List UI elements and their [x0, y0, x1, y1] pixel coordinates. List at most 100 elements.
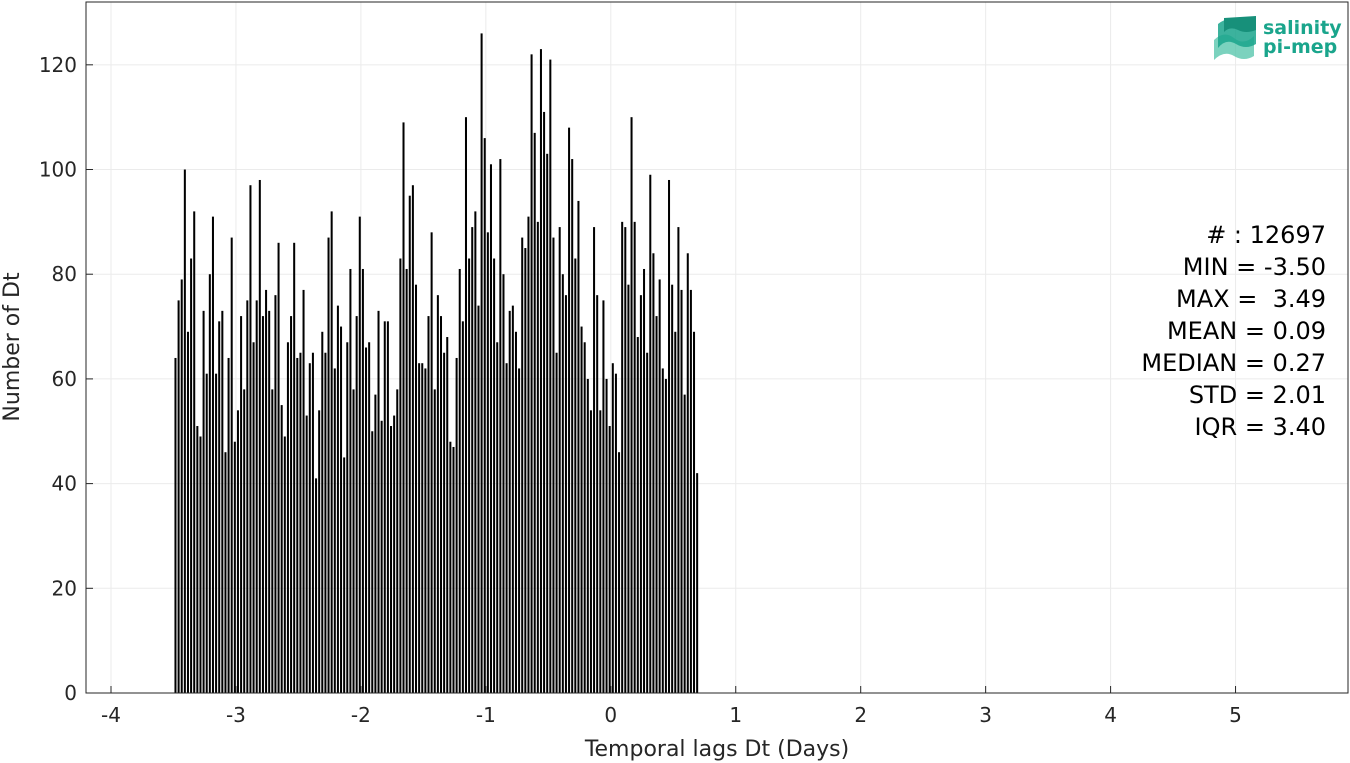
histogram-bar — [265, 289, 268, 693]
histogram-bar — [230, 237, 233, 693]
axes — [85, 1, 1349, 694]
histogram-bar — [290, 316, 293, 693]
x-tick-label: -3 — [226, 703, 246, 727]
x-tick-label: -1 — [476, 703, 496, 727]
histogram-bar — [674, 331, 677, 693]
histogram-bar — [190, 258, 193, 693]
histogram-bar — [377, 310, 380, 693]
histogram-bar — [599, 410, 602, 693]
histogram-bar — [302, 289, 305, 693]
histogram-bar — [508, 310, 511, 693]
histogram-bar — [336, 305, 339, 693]
histogram-bar — [649, 174, 652, 693]
histogram-bar — [658, 279, 661, 693]
histogram-bar — [546, 153, 549, 693]
histogram-bar — [621, 221, 624, 693]
histogram-bar — [483, 138, 486, 693]
histogram-bar — [418, 363, 421, 693]
histogram-bar — [652, 253, 655, 694]
histogram-bar — [380, 420, 383, 693]
histogram-bar — [218, 321, 221, 693]
y-tick-label: 120 — [39, 53, 77, 77]
histogram-bar — [340, 326, 343, 693]
histogram-bar — [196, 426, 199, 693]
histogram-bar — [639, 295, 642, 693]
histogram-bar — [455, 357, 458, 693]
histogram-bar — [464, 117, 467, 693]
histogram-bar — [643, 268, 646, 693]
histogram-bar — [315, 478, 318, 693]
y-tick-label: 40 — [52, 472, 77, 496]
histogram-bar — [561, 274, 564, 693]
histogram-bar — [321, 331, 324, 693]
histogram-bar — [655, 316, 658, 693]
y-tick-labels: 0 20 40 60 80 100 120 — [39, 53, 77, 705]
histogram-bar — [627, 284, 630, 693]
stat-min: MIN = -3.50 — [1183, 253, 1326, 281]
histogram-bar — [452, 446, 455, 693]
histogram-bar — [489, 164, 492, 694]
stat-median: MEDIAN = 0.27 — [1141, 349, 1326, 377]
histogram-bar — [293, 242, 296, 693]
histogram-bar — [274, 295, 277, 693]
histogram-bar — [202, 310, 205, 693]
histogram-bar — [564, 295, 567, 693]
histogram-bar — [393, 415, 396, 693]
histogram-bar — [661, 368, 664, 693]
histogram-bar — [605, 378, 608, 693]
histogram-bar — [668, 179, 671, 693]
histogram-bar — [524, 248, 527, 693]
histogram-bar — [436, 295, 439, 693]
x-axis-label: Temporal lags Dt (Days) — [584, 737, 849, 762]
histogram-bar — [414, 284, 418, 693]
x-tick-label: 0 — [604, 703, 617, 727]
x-tick-label: 5 — [1229, 703, 1242, 727]
histogram-bar — [333, 368, 336, 693]
logo-line2: pi-mep — [1263, 36, 1337, 58]
histogram-bar — [346, 342, 349, 693]
histogram-bar — [552, 237, 555, 693]
histogram-bar — [236, 410, 239, 693]
histogram-bar — [433, 389, 436, 693]
histogram-bar — [383, 321, 386, 693]
stat-max: MAX = 3.49 — [1176, 285, 1326, 313]
histogram-bar — [568, 127, 571, 694]
histogram-bar — [593, 227, 596, 693]
histogram-bar — [374, 394, 377, 693]
histogram-bar — [539, 49, 542, 693]
histogram-bar — [530, 54, 533, 693]
histogram-bar — [318, 410, 321, 693]
histogram-bar — [477, 305, 480, 693]
plot-frame — [85, 1, 1349, 694]
histogram-bar — [499, 159, 502, 693]
histogram-bar — [633, 221, 636, 693]
histogram-bar — [608, 426, 611, 693]
histogram-bar — [611, 363, 614, 693]
histogram-bar — [683, 394, 686, 693]
histogram-bar — [693, 331, 696, 693]
histogram-bar — [558, 227, 561, 693]
histogram-bar — [261, 316, 264, 693]
histogram-bar — [689, 289, 692, 693]
histogram-bar — [183, 169, 186, 694]
histogram-bar — [580, 326, 583, 693]
histogram-bar — [308, 363, 311, 693]
logo-line1: salinity — [1263, 17, 1342, 39]
histogram-bar — [233, 441, 236, 693]
histogram-bar — [680, 289, 683, 693]
histogram-bar — [586, 378, 589, 693]
histogram-bar — [249, 185, 252, 693]
stat-count: # : 12697 — [1206, 221, 1326, 249]
histogram-bar — [371, 431, 374, 693]
histogram-bar — [618, 452, 621, 693]
histogram-bar — [602, 300, 605, 693]
histogram-bar — [480, 33, 483, 693]
histogram-bar — [505, 363, 508, 693]
histogram-bar — [365, 347, 368, 693]
histogram-bar — [458, 268, 461, 693]
histogram-bar — [549, 59, 552, 694]
histogram-bar — [486, 232, 489, 694]
histogram-bar — [574, 258, 577, 693]
histogram-bar — [368, 342, 371, 693]
histogram-bar — [243, 389, 246, 693]
